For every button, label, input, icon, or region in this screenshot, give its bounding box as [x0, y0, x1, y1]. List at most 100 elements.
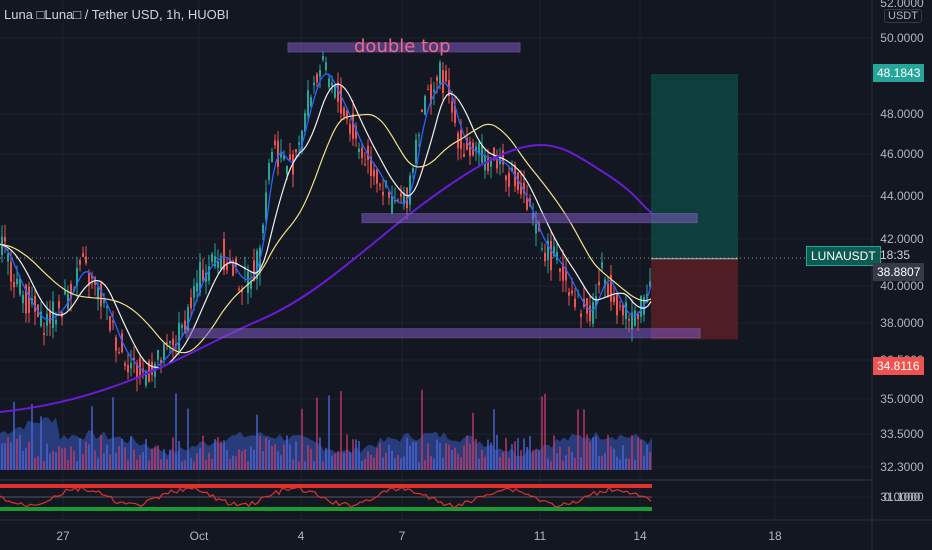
oscillator-pane [0, 479, 872, 511]
volume-bar [298, 461, 300, 470]
candle-body [280, 152, 282, 158]
candle-body [151, 361, 153, 375]
candle-body [415, 139, 417, 164]
volume-bar [283, 444, 285, 470]
candle-body [16, 278, 18, 285]
volume-bar [55, 452, 57, 470]
candle-body [163, 343, 165, 361]
candle-body [619, 305, 621, 307]
volume-bar [163, 449, 165, 470]
horizontal-zone [287, 42, 521, 53]
volume-bar [472, 412, 474, 470]
candle-body [445, 70, 447, 82]
volume-bar [646, 444, 648, 470]
candle-body [469, 141, 471, 157]
candle-body [109, 315, 111, 331]
candle-body [502, 150, 504, 165]
candle-body [649, 281, 651, 287]
candle-body [304, 113, 306, 132]
volume-bar [235, 456, 237, 470]
candle-body [82, 253, 84, 257]
candle-body [34, 295, 36, 312]
volume-bar [493, 409, 495, 470]
volume-bar [373, 457, 375, 470]
candle-body [178, 322, 180, 351]
price-tick-label: 48.0000 [880, 107, 924, 121]
volume-bar [277, 451, 279, 470]
time-tick-label: 4 [297, 529, 305, 543]
volume-bar [460, 456, 462, 470]
candle-body [376, 168, 378, 184]
volume-bar [145, 439, 147, 470]
candle-body [394, 200, 396, 202]
candle-body [25, 284, 27, 314]
volume-bar [355, 439, 357, 470]
volume-bar [412, 441, 414, 470]
volume-bar [295, 441, 297, 470]
volume-bar [526, 446, 528, 470]
candle-body [433, 90, 435, 92]
volume-bar [265, 437, 267, 470]
candle-body [301, 130, 303, 150]
ma-fast-line [0, 73, 652, 373]
volume-bar [61, 448, 63, 470]
volume-bar [136, 459, 138, 470]
candle-body [250, 282, 252, 289]
double-top-annotation[interactable]: double top [354, 36, 451, 57]
volume-bar [598, 455, 600, 470]
volume-bar [40, 416, 42, 470]
volume-bar [169, 449, 171, 470]
volume-bar [508, 457, 510, 470]
volume-bar [43, 461, 45, 470]
symbol-title[interactable]: Luna □Luna□ / Tether USD, 1h, HUOBI [4, 7, 230, 22]
volume-bar [484, 456, 486, 470]
volume-bar [286, 435, 288, 470]
volume-bar [16, 438, 18, 470]
volume-bar [610, 446, 612, 470]
candle-body [136, 362, 138, 378]
candle-body [214, 256, 216, 267]
volume-bar [634, 460, 636, 470]
candle-body [139, 358, 141, 376]
candle-body [202, 269, 204, 282]
volume-bar [142, 452, 144, 470]
candle-body [547, 240, 549, 261]
candle-body [487, 157, 489, 171]
candle-body [637, 313, 639, 320]
volume-bar [166, 459, 168, 470]
volume-bar [538, 450, 540, 470]
volume-bar [628, 458, 630, 470]
horizontal-zone [361, 213, 698, 224]
volume-bar [301, 408, 303, 470]
candle-body [493, 147, 495, 157]
candle-body [238, 288, 240, 290]
candle-body [424, 95, 426, 115]
price-tick-label: 31.1000 [880, 490, 924, 504]
candle-body [640, 295, 642, 317]
currency-button[interactable]: USDT [884, 9, 922, 23]
candle-body [616, 293, 618, 316]
volume-bar [190, 457, 192, 470]
volume-bar [433, 458, 435, 470]
candle-body [88, 272, 90, 286]
take-profit-price-badge: 48.1843 [873, 64, 925, 82]
volume-bar [454, 447, 456, 470]
volume-bar [25, 447, 27, 470]
volume-bar [310, 448, 312, 470]
candle-body [157, 349, 159, 360]
price-tick-label: 46.0000 [880, 147, 924, 161]
volume-bar [511, 444, 513, 470]
volume-bar [184, 460, 186, 470]
candle-body [589, 305, 591, 322]
candle-body [613, 296, 615, 303]
candle-body [217, 261, 219, 268]
candle-body [625, 302, 627, 320]
volume-bar [622, 445, 624, 470]
candle-body [289, 154, 291, 160]
candle-body [439, 62, 441, 84]
candle-body [160, 359, 162, 364]
volume-bar [238, 449, 240, 470]
volume-bar [85, 441, 87, 470]
candle-body [247, 271, 249, 294]
